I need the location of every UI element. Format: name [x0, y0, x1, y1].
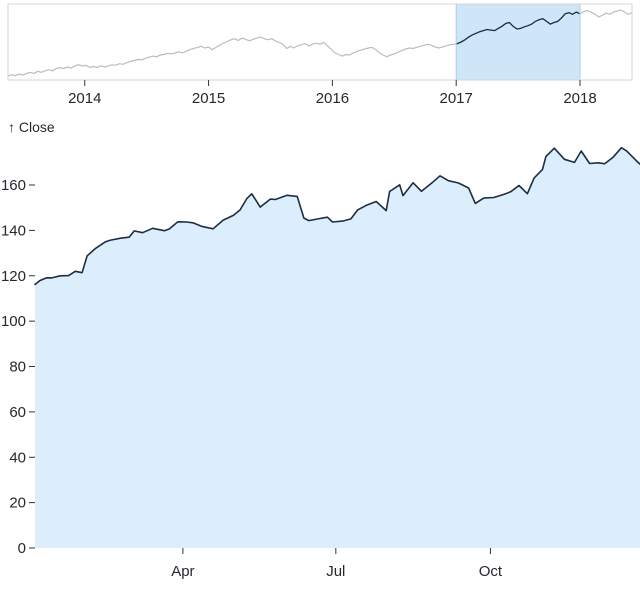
context-x-tick-label: 2014 [68, 90, 101, 107]
focus-y-tick-label: 40 [9, 449, 26, 466]
focus-y-tick-label: 120 [1, 268, 26, 285]
focus-x-tick-label: Jul [326, 563, 345, 580]
y-axis-title: ↑ Close [8, 119, 55, 135]
focus-x-tick-label: Oct [479, 563, 503, 580]
focus-y-tick-label: 80 [9, 359, 26, 376]
focus-y-tick-label: 0 [18, 540, 26, 557]
focus-y-tick-label: 100 [1, 313, 26, 330]
context-x-tick-label: 2017 [440, 90, 473, 107]
brush-selection[interactable] [456, 4, 580, 80]
context-x-tick-label: 2018 [563, 90, 596, 107]
focus-y-tick-label: 60 [9, 404, 26, 421]
close-area-fill [35, 147, 640, 548]
focus-area-chart: 0 20 40 60 80 100 120 140 160 Apr Jul Oct [1, 146, 640, 580]
close-line [34, 146, 640, 286]
context-x-tick-label: 2015 [192, 90, 225, 107]
context-chart-border [7, 3, 633, 81]
focus-x-tick-label: Apr [171, 563, 194, 580]
context-line-selected [456, 11, 581, 45]
focus-y-tick-label: 20 [9, 495, 26, 512]
context-chart[interactable]: 2014 2015 2016 2017 2018 [0, 0, 640, 112]
focus-y-tick-label: 140 [1, 222, 26, 239]
focus-y-tick-label: 160 [1, 177, 26, 194]
context-x-tick-label: 2016 [316, 90, 349, 107]
